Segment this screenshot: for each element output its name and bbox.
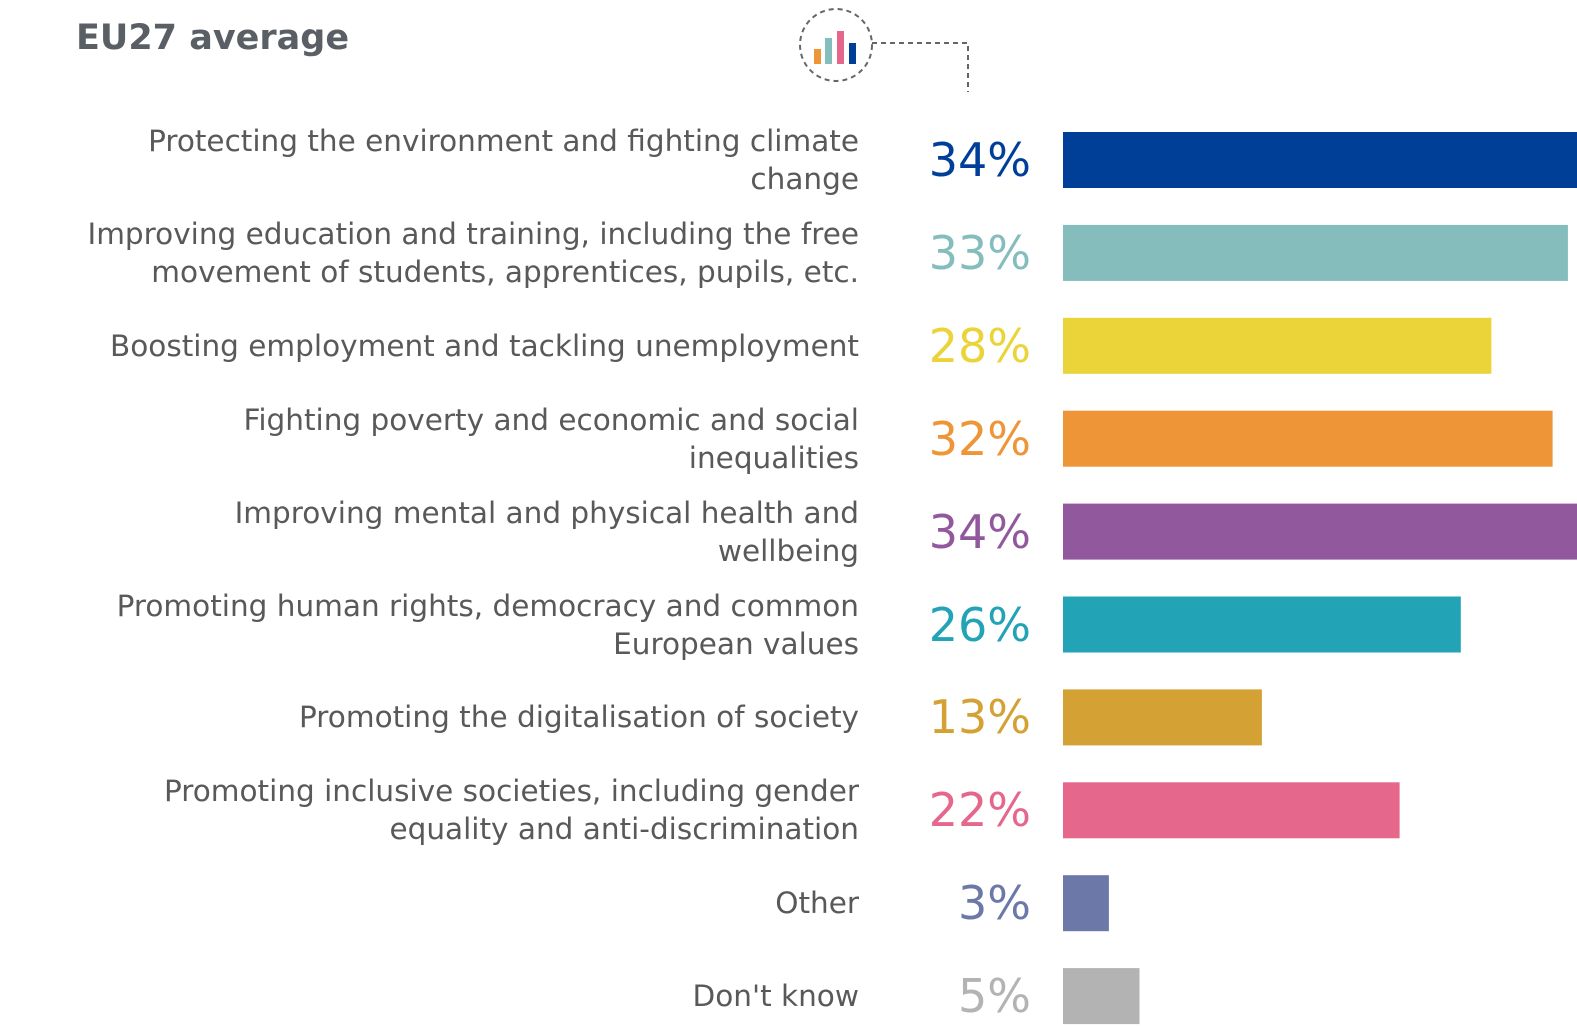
bar	[1063, 689, 1262, 746]
bar	[1063, 782, 1400, 839]
value-label: 32%	[928, 411, 1031, 466]
category-label: Boosting employment and tackling unemplo…	[110, 328, 859, 363]
chart-title: EU27 average	[76, 18, 350, 58]
category-label: Promoting inclusive societies, including…	[163, 774, 859, 847]
bar	[1063, 132, 1577, 188]
value-label: 3%	[958, 876, 1031, 931]
category-label: Improving education and training, includ…	[87, 216, 860, 289]
value-label: 5%	[958, 969, 1031, 1024]
category-label: Promoting the digitalisation of society	[299, 700, 859, 735]
bar	[1063, 875, 1109, 932]
value-label: 28%	[928, 318, 1031, 373]
category-label: Don't know	[692, 979, 859, 1014]
bar	[1063, 596, 1461, 653]
category-label: Promoting human rights, democracy and co…	[116, 588, 859, 661]
value-label: 13%	[928, 690, 1031, 745]
category-label: Protecting the environment and fighting …	[148, 124, 859, 196]
bar	[1063, 317, 1492, 374]
value-label: 26%	[928, 597, 1031, 652]
category-label: Other	[775, 886, 859, 921]
icon	[799, 8, 969, 92]
value-label: 34%	[928, 504, 1031, 559]
value-label: 33%	[928, 225, 1031, 280]
bar	[1063, 503, 1577, 560]
bar	[1063, 968, 1140, 1025]
value-label: 34%	[928, 133, 1031, 187]
bar	[1063, 224, 1568, 281]
category-label: Fighting poverty and economic and social…	[243, 402, 859, 475]
bar	[1063, 410, 1553, 467]
category-label: Improving mental and physical health and…	[234, 495, 859, 568]
value-label: 22%	[928, 783, 1031, 838]
